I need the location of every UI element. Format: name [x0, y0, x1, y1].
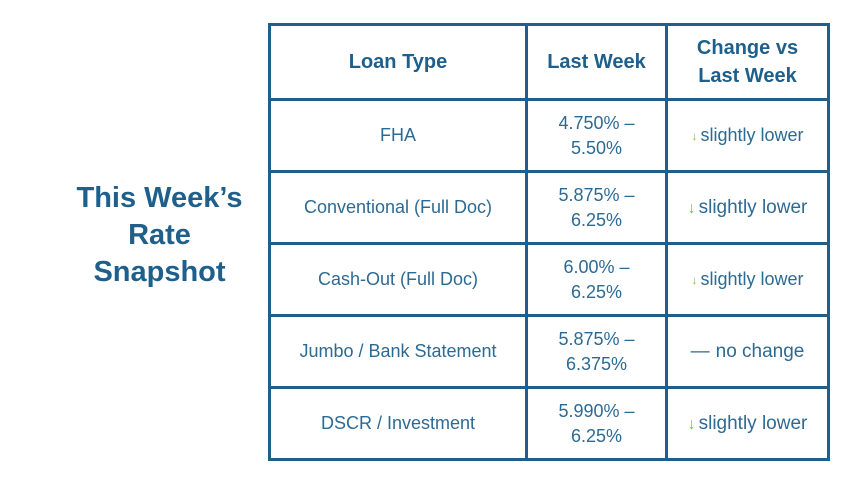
- rate-line: 6.375%: [565, 353, 628, 374]
- change-text: slightly lower: [698, 196, 808, 218]
- change-cell: ↓ slightly lower: [665, 386, 830, 461]
- loan-type-cell: Conventional (Full Doc): [268, 170, 528, 245]
- change-cell: ↓ slightly lower: [665, 98, 830, 173]
- last-week-rate-cell: 5.875% – 6.25%: [525, 170, 668, 245]
- header-change-vs-last-week: Change vs Last Week: [665, 23, 830, 101]
- table-row: Conventional (Full Doc) 5.875% – 6.25% ↓…: [268, 170, 830, 245]
- page-title-line: This Week’s: [76, 182, 243, 214]
- arrow-down-icon: ↓: [691, 128, 698, 143]
- rate-line: 6.25%: [570, 281, 623, 302]
- rate-line: 6.00% –: [563, 256, 630, 277]
- change-text: no change: [715, 341, 805, 362]
- loan-type-cell: Jumbo / Bank Statement: [268, 314, 528, 389]
- change-text: slightly lower: [700, 124, 804, 145]
- table-row: Jumbo / Bank Statement 5.875% – 6.375% —…: [268, 314, 830, 389]
- last-week-rate-cell: 5.875% – 6.375%: [525, 314, 668, 389]
- change-cell: ↓ slightly lower: [665, 170, 830, 245]
- header-last-week: Last Week: [525, 23, 668, 101]
- header-change-line: Change vs: [696, 37, 799, 59]
- loan-type-cell: Cash-Out (Full Doc): [268, 242, 528, 317]
- dash-icon: —: [690, 341, 710, 362]
- change-cell: ↓ slightly lower: [665, 242, 830, 317]
- table-row: DSCR / Investment 5.990% – 6.25% ↓ slight…: [268, 386, 830, 461]
- rate-line: 5.875% –: [558, 328, 635, 349]
- last-week-rate-cell: 4.750% – 5.50%: [525, 98, 668, 173]
- rates-table: Loan Type Last Week Change vs Last Week …: [268, 23, 830, 461]
- arrow-down-icon: ↓: [687, 199, 696, 217]
- page-title-line: Rate: [128, 219, 191, 251]
- last-week-rate-cell: 5.990% – 6.25%: [525, 386, 668, 461]
- change-cell: — no change: [665, 314, 830, 389]
- header-loan-type: Loan Type: [268, 23, 528, 101]
- rate-line: 5.50%: [570, 137, 623, 158]
- table-row: Cash-Out (Full Doc) 6.00% – 6.25% ↓ sligh…: [268, 242, 830, 317]
- change-text: slightly lower: [698, 412, 808, 434]
- loan-type-cell: FHA: [268, 98, 528, 173]
- change-text: slightly lower: [700, 268, 804, 289]
- arrow-down-icon: ↓: [691, 272, 698, 287]
- rate-line: 4.750% –: [558, 112, 635, 133]
- page-title-line: Snapshot: [93, 256, 226, 288]
- rate-line: 6.25%: [570, 425, 623, 446]
- loan-type-cell: DSCR / Investment: [268, 386, 528, 461]
- rate-line: 5.990% –: [558, 400, 635, 421]
- arrow-down-icon: ↓: [687, 415, 696, 433]
- rate-line: 6.25%: [570, 209, 623, 230]
- page-title: This Week’s Rate Snapshot: [52, 180, 267, 291]
- header-change-line: Last Week: [698, 65, 797, 87]
- table-header-row: Loan Type Last Week Change vs Last Week: [268, 23, 830, 101]
- rate-line: 5.875% –: [558, 184, 635, 205]
- table-row: FHA 4.750% – 5.50% ↓ slightly lower: [268, 98, 830, 173]
- last-week-rate-cell: 6.00% – 6.25%: [525, 242, 668, 317]
